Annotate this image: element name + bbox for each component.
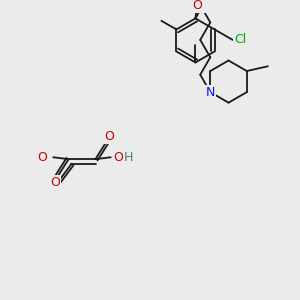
- Text: O: O: [192, 0, 202, 11]
- Text: H: H: [124, 151, 134, 164]
- Text: Cl: Cl: [234, 34, 247, 46]
- Text: O: O: [38, 151, 47, 164]
- Text: O: O: [104, 130, 114, 143]
- Text: N: N: [206, 85, 215, 99]
- Text: O: O: [50, 176, 60, 189]
- Text: O: O: [114, 151, 124, 164]
